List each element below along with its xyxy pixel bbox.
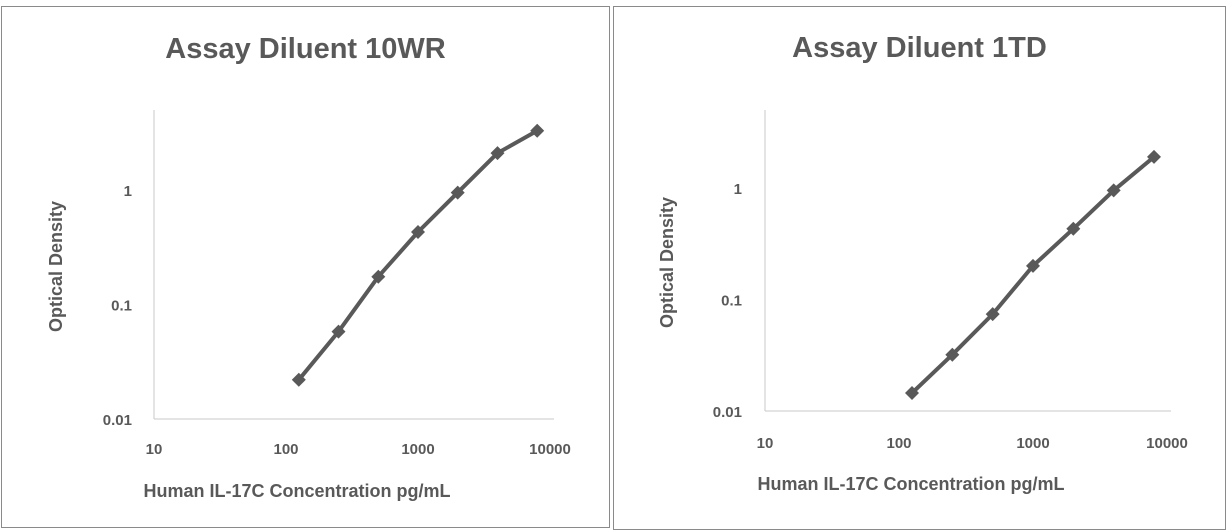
x-tick-label: 10 [757,435,774,452]
data-point-marker [291,372,306,387]
chart-title: Assay Diluent 1TD [792,32,1047,64]
y-tick-label: 0.1 [721,292,742,309]
data-point-marker [331,324,346,339]
data-point-marker [1026,258,1040,273]
chart-panel-left: Assay Diluent 10WR 10 100 1000 10000 0.01 0.1… [1,6,610,528]
chart-panel-right: Assay Diluent 1TD 10 100 1000 10000 0.01 0.1 1… [613,6,1226,530]
x-tick-label: 100 [886,435,911,452]
y-axis-title: Optical Density [657,197,677,328]
y-tick-label: 1 [124,183,132,200]
y-tick-label: 1 [734,181,742,198]
data-point-marker [985,307,1000,322]
data-point-marker [1106,183,1121,198]
data-point-marker [411,225,425,239]
y-axis-title: Optical Density [46,201,66,332]
chart-title: Assay Diluent 10WR [165,33,446,65]
data-point-marker [490,146,505,161]
y-tick-label: 0.01 [713,404,742,421]
data-point-marker [371,269,386,284]
x-tick-label: 10000 [529,441,571,458]
x-tick-label: 100 [273,441,298,458]
y-tick-label: 0.01 [103,412,132,429]
data-point-marker [450,185,465,200]
data-point-marker [1147,149,1161,164]
x-tick-label: 1000 [1016,435,1049,452]
x-tick-label: 1000 [401,441,434,458]
chart-plot-left: 10 100 1000 10000 0.01 0.1 1 Human IL-17C Conce… [46,110,571,501]
x-axis-title: Human IL-17C Concentration pg/mL [143,481,450,501]
data-point-marker [530,123,545,138]
data-point-marker [905,386,919,400]
chart-plot-right: 10 100 1000 10000 0.01 0.1 1 Human IL-17C Conce… [657,110,1188,494]
data-point-marker [945,347,960,362]
series-line [297,128,539,382]
x-axis-title: Human IL-17C Concentration pg/mL [757,474,1064,494]
x-tick-label: 10 [146,441,163,458]
data-point-marker [1066,221,1081,236]
x-tick-label: 10000 [1146,435,1188,452]
y-tick-label: 0.1 [111,298,132,315]
